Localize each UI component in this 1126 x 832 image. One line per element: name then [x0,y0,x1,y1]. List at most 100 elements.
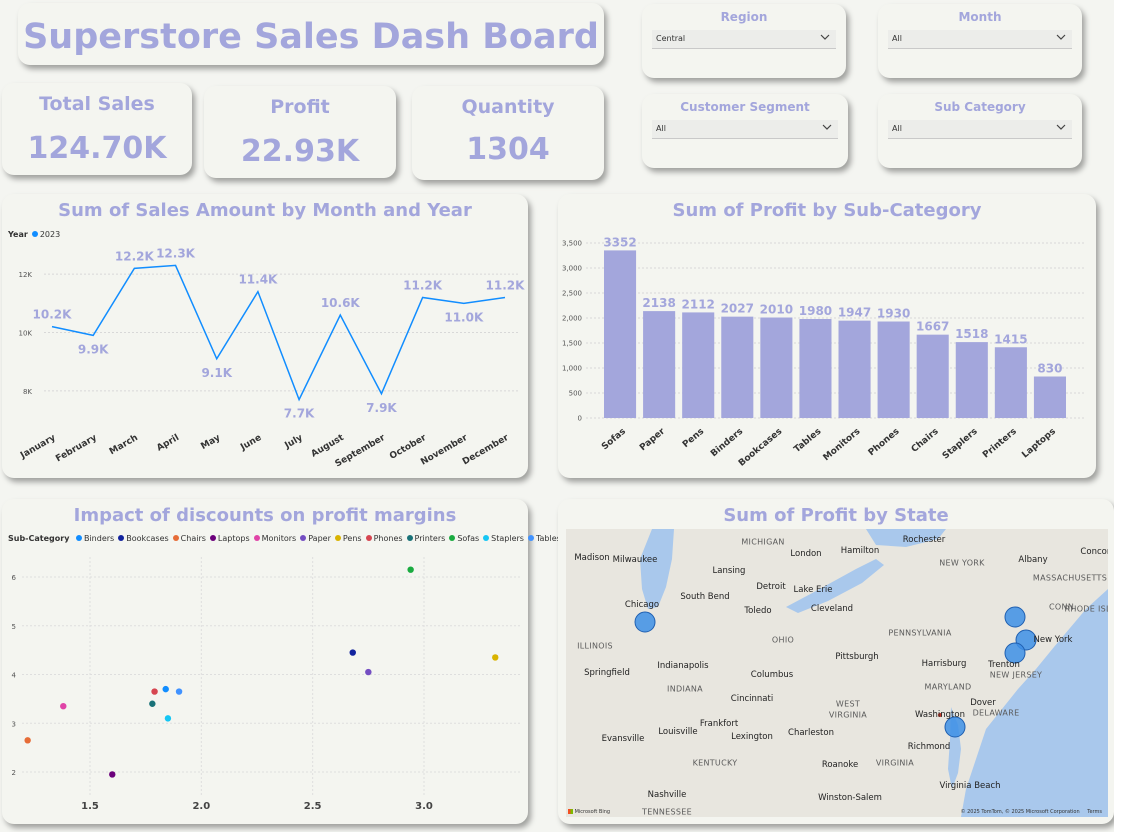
month-dropdown[interactable]: All [888,30,1072,49]
map-label: MICHIGAN [741,537,785,547]
x-tick-label: Laptops [1020,427,1057,461]
kpi-value: 22.93K [240,134,360,169]
map-area[interactable]: MICHIGAN Madison Milwaukee London Hamilton Ro… [566,529,1108,817]
bar-phones [877,321,910,418]
map-label: Dover [970,698,996,708]
map-attribution: © 2025 TomTom, © 2025 Microsoft Corporat… [961,809,1102,815]
legend-dot [209,535,216,541]
bubble-new-jersey [1004,642,1026,664]
dropdown-value: All [892,124,902,133]
kpi-card-quantity[interactable]: Quantity 1304 [412,86,604,180]
legend-dot [253,535,260,541]
legend-dot [172,535,179,541]
map-label: DELAWARE [972,708,1020,718]
line-chart-card[interactable]: Sum of Sales Amount by Month and Year Ye… [2,194,528,478]
data-label: 830 [1037,362,1062,376]
attribution-text: © 2025 TomTom, © 2025 Microsoft Corporat… [960,809,1080,815]
point-bookcases [349,649,356,656]
data-label: 11.2K [486,279,526,293]
page-scrollbar[interactable] [1114,0,1126,832]
kpi-card-total-sales[interactable]: Total Sales 124.70K [2,83,192,175]
legend-dot [365,535,372,541]
terms-link[interactable]: Terms [1087,809,1102,815]
map-label: Columbus [750,670,794,680]
region-dropdown[interactable]: Central [652,30,836,49]
bar-staplers [955,342,988,418]
legend-item: Printers [414,534,446,543]
bar-binders [721,316,754,418]
data-label: 9.1K [201,366,232,380]
segment-dropdown[interactable]: All [652,120,838,139]
data-label: 9.9K [78,342,109,356]
y-tick-label: 3 [12,720,16,728]
scatter-legend: Sub-Category Binders Bookcases Chairs Lapto… [8,534,561,543]
legend-item: Staplers [491,534,524,543]
data-label: 1980 [799,304,832,318]
point-paper [365,668,372,676]
x-tick-label: January [18,433,57,462]
map-label: MASSACHUSETTS [1032,573,1108,583]
legend-dot [483,535,490,541]
data-label: 10.6K [321,296,361,310]
map-label: Madison [574,553,610,563]
data-label: 3352 [603,235,636,249]
map-card[interactable]: Sum of Profit by State MICHIGAN Madison Mi… [558,499,1114,824]
series-line-2023 [51,264,506,402]
x-tick-label: July [283,433,305,452]
bar-chart: 0 500 1,000 1,500 2,000 2,500 3,000 3,500 3352 So… [562,235,1086,469]
map-label: Virginia Beach [939,781,1001,791]
map-label: Springfield [584,668,630,678]
kpi-card-profit[interactable]: Profit 22.93K [204,86,396,178]
dashboard-title: Superstore Sales Dash Board [23,17,599,57]
scatter-chart-card[interactable]: Impact of discounts on profit margins Su… [2,499,561,824]
legend-item: Laptops [217,534,250,543]
bar-pens [682,312,715,418]
x-tick-label: August [310,433,347,460]
x-tick-label: 2.0 [192,801,210,812]
y-tick-label: 0 [578,415,582,423]
legend-item: Phones [373,534,403,543]
map-label: KENTUCKY [692,758,738,768]
map-label: MARYLAND [924,682,972,692]
map-label: Toledo [744,606,772,616]
map-label: Detroit [756,582,786,592]
point-chairs [24,737,31,744]
data-label: 11.0K [444,310,484,324]
line-legend: Year 2023 [8,230,60,239]
bing-logo: Microsoft Bing [568,809,610,815]
legend-item: Pens [342,534,362,543]
map-label: Milwaukee [612,555,658,565]
x-tick-label: Paper [638,426,667,453]
map-label: Lake Erie [793,585,833,595]
bar-chart-card[interactable]: Sum of Profit by Sub-Category 0 500 1,000 1… [558,194,1096,478]
map-label: Cleveland [810,604,854,614]
x-tick-label: April [155,433,181,454]
legend-item: 2023 [39,230,61,239]
bubble-virginia [944,716,966,738]
kpi-label: Profit [270,96,330,118]
line-chart: 8K 10K 12K 10.2K January 9.9K February 12.2K Mar… [18,246,526,469]
point-monitors [60,702,67,710]
map-label: Trenton [988,660,1020,670]
map-title: Sum of Profit by State [723,505,949,526]
legend-item: Paper [308,534,331,543]
x-tick-label: Pens [681,427,706,450]
data-label: 11.2K [403,279,443,293]
x-tick-label: 3.0 [415,801,433,812]
dropdown-value: All [656,124,666,133]
map-label: OHIO [771,635,795,645]
slicer-month: Month All [878,4,1082,78]
map-label: Washington [915,710,965,720]
chevron-down-icon [820,34,830,40]
point-staplers [164,715,172,722]
legend-dot [449,535,456,541]
bar-chairs [916,334,949,418]
legend-title: Year [8,230,28,239]
y-tick-label: 6 [12,574,17,582]
y-tick-label: 3,500 [562,240,582,248]
legend-dot [31,231,38,237]
y-tick-label: 12K [19,271,33,279]
map-label: RHODE ISLAND [1064,604,1108,614]
x-tick-label: December [461,433,511,468]
sub-category-dropdown[interactable]: All [888,120,1072,139]
